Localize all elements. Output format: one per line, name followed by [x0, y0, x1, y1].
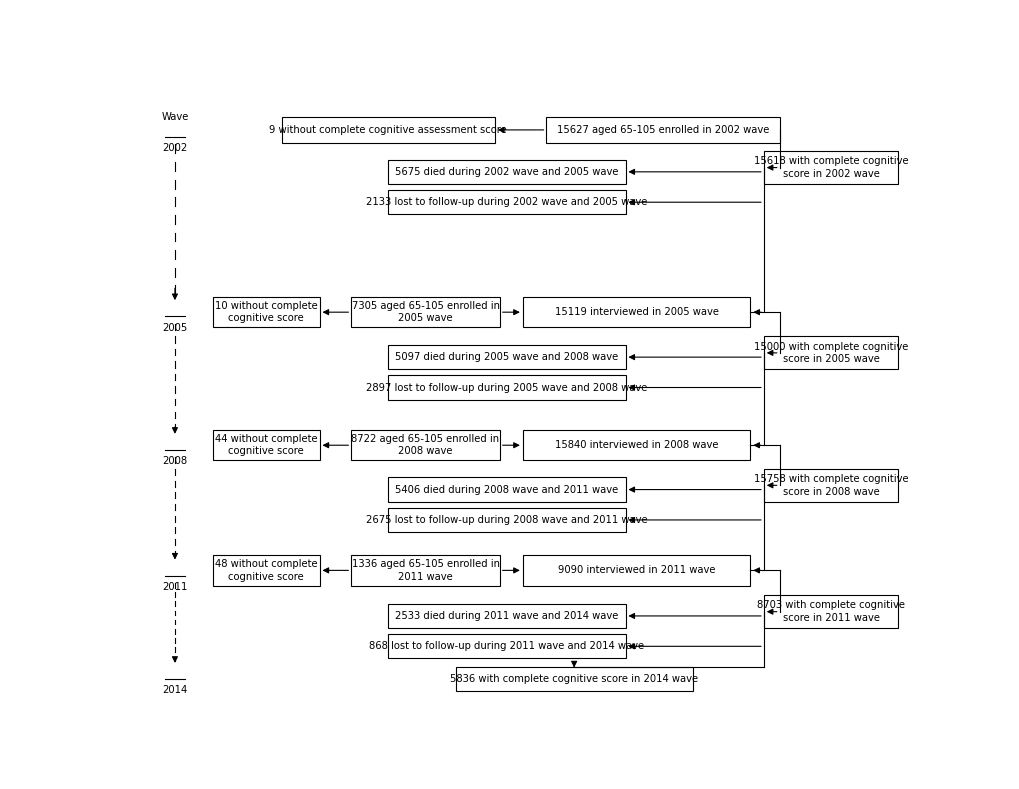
- FancyBboxPatch shape: [522, 297, 750, 327]
- Text: 9090 interviewed in 2011 wave: 9090 interviewed in 2011 wave: [557, 566, 714, 575]
- Text: 2014: 2014: [162, 685, 187, 695]
- FancyBboxPatch shape: [763, 151, 898, 184]
- FancyBboxPatch shape: [388, 376, 625, 400]
- Text: 2533 died during 2011 wave and 2014 wave: 2533 died during 2011 wave and 2014 wave: [395, 611, 618, 621]
- Text: 10 without complete
cognitive score: 10 without complete cognitive score: [215, 301, 317, 323]
- Text: 15627 aged 65-105 enrolled in 2002 wave: 15627 aged 65-105 enrolled in 2002 wave: [556, 125, 768, 135]
- FancyBboxPatch shape: [388, 345, 625, 369]
- Text: 48 without complete
cognitive score: 48 without complete cognitive score: [215, 559, 317, 581]
- Text: 2133 lost to follow-up during 2002 wave and 2005 wave: 2133 lost to follow-up during 2002 wave …: [366, 197, 647, 208]
- FancyBboxPatch shape: [388, 159, 625, 184]
- FancyBboxPatch shape: [388, 634, 625, 659]
- Text: 2002: 2002: [162, 144, 187, 153]
- FancyBboxPatch shape: [213, 555, 319, 585]
- FancyBboxPatch shape: [763, 469, 898, 502]
- FancyBboxPatch shape: [281, 117, 494, 144]
- Text: 9 without complete cognitive assessment score: 9 without complete cognitive assessment …: [269, 125, 506, 135]
- Text: 2005: 2005: [162, 323, 187, 332]
- Text: 8722 aged 65-105 enrolled in
2008 wave: 8722 aged 65-105 enrolled in 2008 wave: [352, 434, 499, 456]
- Text: 15119 interviewed in 2005 wave: 15119 interviewed in 2005 wave: [554, 307, 717, 317]
- Text: 2008: 2008: [162, 456, 187, 466]
- FancyBboxPatch shape: [455, 667, 692, 691]
- FancyBboxPatch shape: [763, 595, 898, 628]
- Text: 5097 died during 2005 wave and 2008 wave: 5097 died during 2005 wave and 2008 wave: [395, 352, 618, 362]
- FancyBboxPatch shape: [388, 604, 625, 628]
- Text: 15840 interviewed in 2008 wave: 15840 interviewed in 2008 wave: [554, 440, 717, 451]
- FancyBboxPatch shape: [213, 430, 319, 461]
- Text: 868 lost to follow-up during 2011 wave and 2014 wave: 868 lost to follow-up during 2011 wave a…: [369, 641, 644, 651]
- FancyBboxPatch shape: [546, 117, 779, 144]
- Text: Wave: Wave: [161, 112, 189, 122]
- Text: 15618 with complete cognitive
score in 2002 wave: 15618 with complete cognitive score in 2…: [753, 156, 908, 179]
- FancyBboxPatch shape: [522, 430, 750, 461]
- FancyBboxPatch shape: [388, 190, 625, 215]
- FancyBboxPatch shape: [351, 297, 499, 327]
- Text: 7305 aged 65-105 enrolled in
2005 wave: 7305 aged 65-105 enrolled in 2005 wave: [352, 301, 499, 323]
- Text: 2897 lost to follow-up during 2005 wave and 2008 wave: 2897 lost to follow-up during 2005 wave …: [366, 383, 647, 392]
- FancyBboxPatch shape: [763, 336, 898, 369]
- FancyBboxPatch shape: [388, 477, 625, 502]
- FancyBboxPatch shape: [388, 508, 625, 532]
- Text: 5675 died during 2002 wave and 2005 wave: 5675 died during 2002 wave and 2005 wave: [394, 166, 619, 177]
- FancyBboxPatch shape: [522, 555, 750, 585]
- Text: 5406 died during 2008 wave and 2011 wave: 5406 died during 2008 wave and 2011 wave: [395, 484, 618, 495]
- Text: 15000 with complete cognitive
score in 2005 wave: 15000 with complete cognitive score in 2…: [753, 342, 907, 364]
- Text: 5836 with complete cognitive score in 2014 wave: 5836 with complete cognitive score in 20…: [449, 674, 698, 684]
- FancyBboxPatch shape: [351, 555, 499, 585]
- Text: 15758 with complete cognitive
score in 2008 wave: 15758 with complete cognitive score in 2…: [753, 474, 908, 496]
- Text: 2011: 2011: [162, 582, 187, 592]
- Text: 1336 aged 65-105 enrolled in
2011 wave: 1336 aged 65-105 enrolled in 2011 wave: [352, 559, 499, 581]
- FancyBboxPatch shape: [351, 430, 499, 461]
- Text: 2675 lost to follow-up during 2008 wave and 2011 wave: 2675 lost to follow-up during 2008 wave …: [366, 515, 647, 525]
- Text: 8703 with complete cognitive
score in 2011 wave: 8703 with complete cognitive score in 20…: [756, 600, 904, 623]
- Text: 44 without complete
cognitive score: 44 without complete cognitive score: [215, 434, 317, 456]
- FancyBboxPatch shape: [213, 297, 319, 327]
